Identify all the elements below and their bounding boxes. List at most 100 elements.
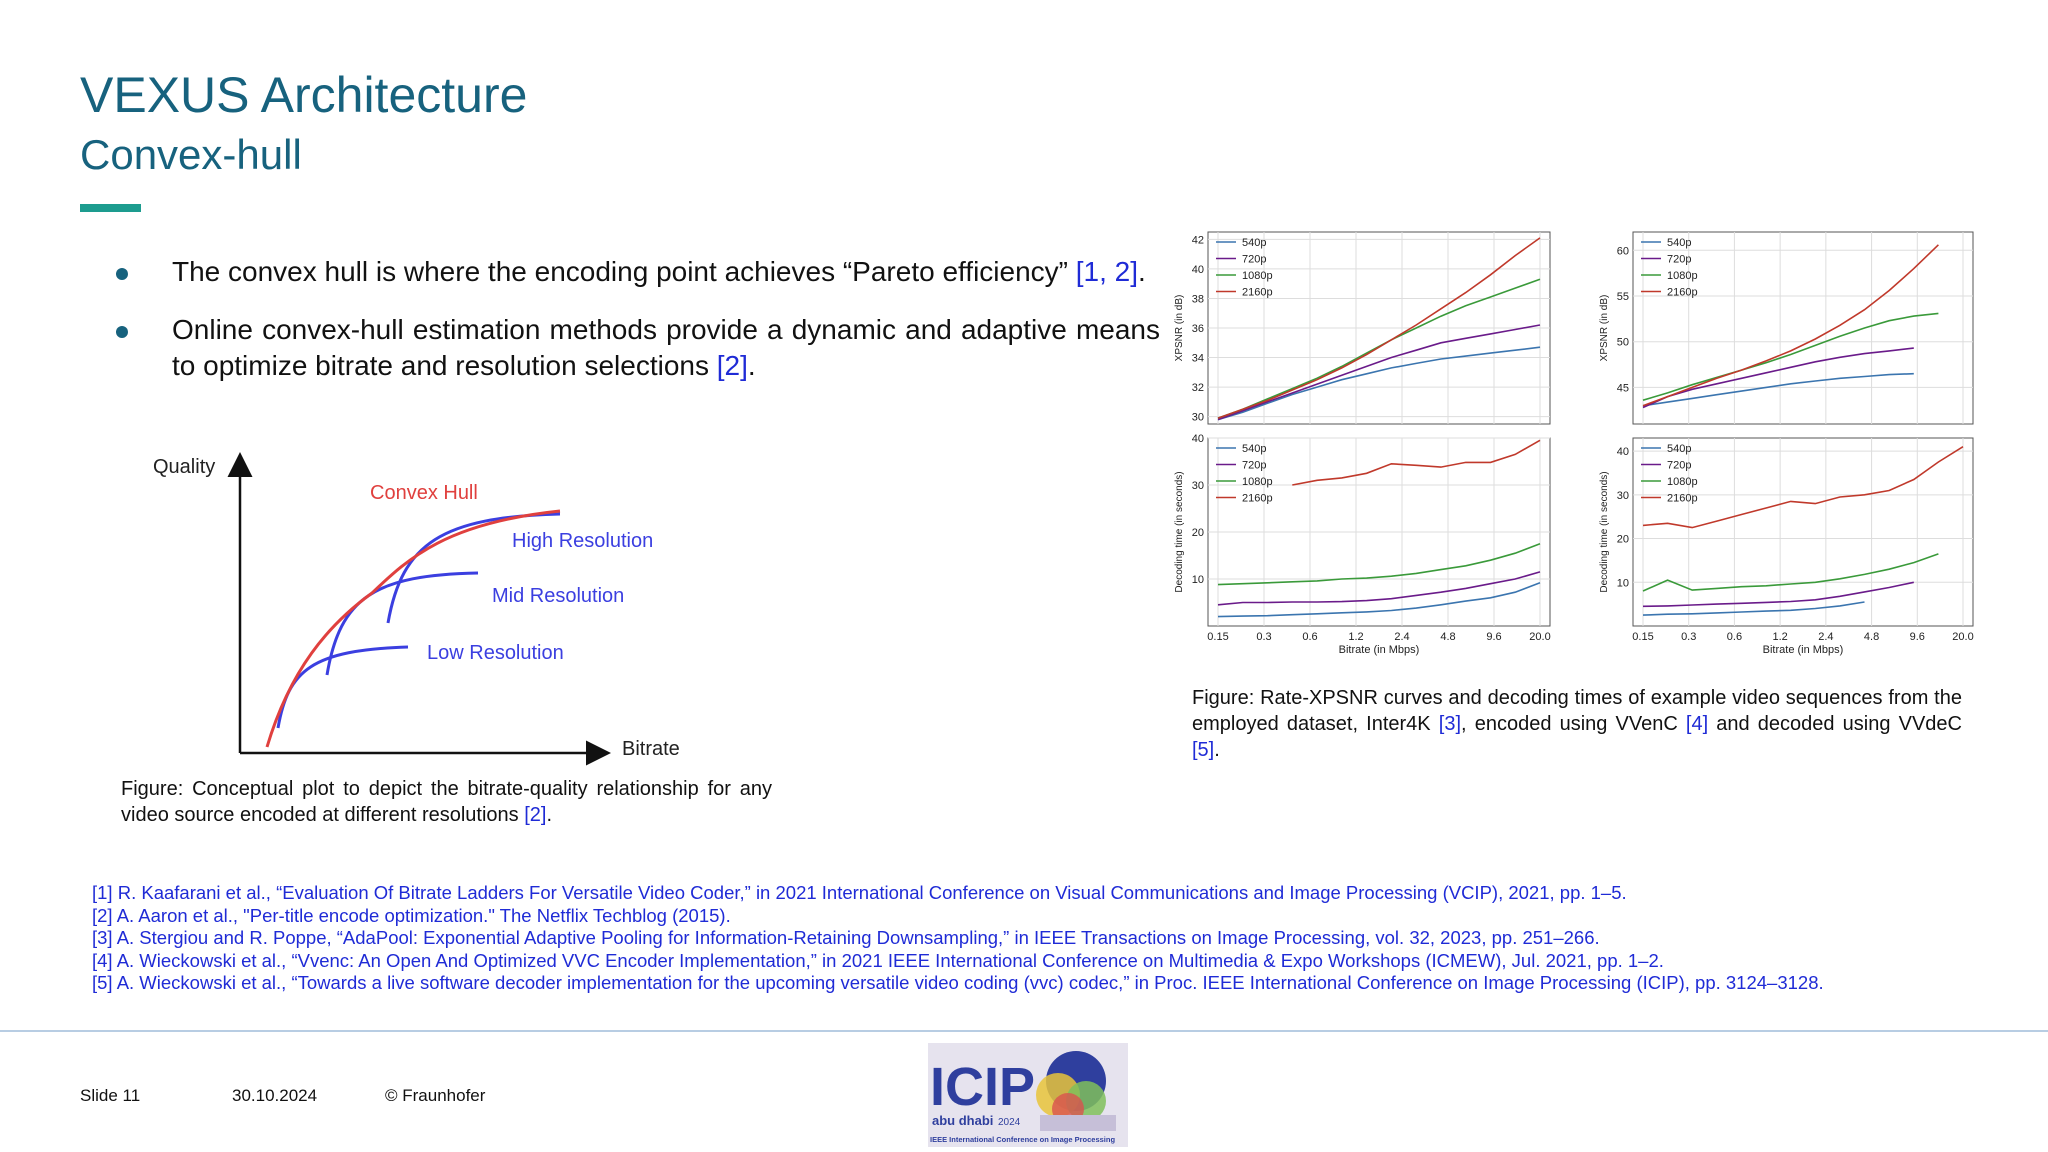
series-line-540p xyxy=(1217,346,1541,421)
x-tick-label: 4.8 xyxy=(1864,631,1879,643)
slide-number: Slide 11 xyxy=(80,1086,141,1105)
y-tick-label: 30 xyxy=(1192,480,1204,492)
y-tick-label: 50 xyxy=(1617,337,1629,349)
legend-label: 720p xyxy=(1242,460,1266,472)
y-tick-label: 55 xyxy=(1617,291,1629,303)
x-tick-label: 20.0 xyxy=(1529,631,1550,643)
series-line-720p xyxy=(1217,324,1541,421)
concept-figure: Quality Bitrate Convex Hull High Resolut… xyxy=(153,452,680,766)
x-tick-label: 0.6 xyxy=(1727,631,1742,643)
bullet-text: The convex hull is where the encoding po… xyxy=(172,256,1076,287)
legend-label: 1080p xyxy=(1242,476,1273,488)
convex-hull-curve xyxy=(265,509,561,748)
y-tick-label: 10 xyxy=(1617,577,1629,589)
bullet-icon xyxy=(116,268,128,280)
legend-label: 2160p xyxy=(1242,287,1273,299)
x-axis-label: Bitrate (in Mbps) xyxy=(1339,644,1420,656)
series-line-2160p xyxy=(1642,446,1964,529)
xpsnr-chart-right: 45 50 55 60 XPSNR (in dB) 540p 720p 1080p 2160p xyxy=(1599,231,1974,425)
decoding-time-chart-left: 10 20 30 40 0.15 0.3 0.6 1.2 2.4 4.8 9.6 20.0 Decodi… xyxy=(1174,433,1551,656)
low-resolution-label: Low Resolution xyxy=(427,642,564,664)
caption-text: Figure: Rate-XPSNR curves and decoding t… xyxy=(1192,687,1962,735)
citation-link[interactable]: [5] xyxy=(1192,739,1215,761)
y-tick-label: 40 xyxy=(1192,264,1204,276)
bullet-item: Online convex-hull estimation methods pr… xyxy=(110,312,1160,384)
y-tick-label: 20 xyxy=(1192,527,1204,539)
x-tick-label: 4.8 xyxy=(1440,631,1455,643)
citation-link[interactable]: [2] xyxy=(716,350,748,381)
logo-brand: ICIP xyxy=(930,1057,1035,1117)
y-axis-label: Decoding time (in seconds) xyxy=(1599,471,1610,592)
reference-item: [1] R. Kaafarani et al., “Evaluation Of … xyxy=(92,882,1627,903)
x-tick-label: 9.6 xyxy=(1910,631,1925,643)
x-tick-label: 0.15 xyxy=(1207,631,1228,643)
plot-frame xyxy=(1632,437,1974,627)
caption-text: Figure: Conceptual plot to depict the bi… xyxy=(121,778,772,826)
legend-label: 540p xyxy=(1667,237,1691,249)
mid-resolution-label: Mid Resolution xyxy=(492,585,624,607)
accent-bar xyxy=(80,204,141,212)
y-tick-label: 32 xyxy=(1192,382,1204,394)
x-tick-label: 1.2 xyxy=(1772,631,1787,643)
bullet-item: The convex hull is where the encoding po… xyxy=(110,254,1160,290)
caption-end: . xyxy=(1214,739,1220,761)
decoding-time-chart-right: 10 20 30 40 0.15 0.3 0.6 1.2 2.4 4.8 9.6 20.0 Decodi… xyxy=(1599,437,1974,656)
x-tick-label: 1.2 xyxy=(1348,631,1363,643)
legend-label: 1080p xyxy=(1242,270,1273,282)
series-line-540p xyxy=(1217,582,1541,618)
citation-link[interactable]: [1, 2] xyxy=(1075,256,1139,287)
y-tick-label: 30 xyxy=(1617,490,1629,502)
citation-link[interactable]: [2] xyxy=(524,804,547,826)
caption-text: , encoded using VVenC xyxy=(1461,713,1686,735)
y-tick-label: 40 xyxy=(1192,433,1204,445)
footer-divider xyxy=(0,1030,2048,1032)
citation-link[interactable]: [3] xyxy=(1438,713,1462,735)
y-tick-label: 36 xyxy=(1192,323,1204,335)
slide-subtitle: Convex-hull xyxy=(80,131,302,178)
bullet-text: Online convex-hull estimation methods pr… xyxy=(172,314,1160,381)
concept-x-label: Bitrate xyxy=(622,738,680,760)
series-line-540p xyxy=(1642,601,1865,616)
caption-text: and decoded using VVdeC xyxy=(1708,713,1962,735)
legend-label: 540p xyxy=(1242,443,1266,455)
citation-link[interactable]: [4] xyxy=(1685,713,1709,735)
y-tick-label: 45 xyxy=(1617,382,1629,394)
y-tick-label: 34 xyxy=(1192,353,1204,365)
legend-label: 1080p xyxy=(1667,476,1698,488)
y-tick-label: 60 xyxy=(1617,245,1629,257)
y-tick-label: 42 xyxy=(1192,234,1204,246)
xpsnr-chart-left: 30 32 34 36 38 40 42 XPSNR (in dB) 540p 720p 1080p… xyxy=(1174,231,1551,425)
y-tick-label: 38 xyxy=(1192,293,1204,305)
x-axis-label: Bitrate (in Mbps) xyxy=(1763,644,1844,656)
bullet-end: . xyxy=(747,350,756,381)
logo-tagline: IEEE International Conference on Image P… xyxy=(930,1135,1115,1144)
plot-frame xyxy=(1632,231,1974,425)
x-tick-label: 0.6 xyxy=(1302,631,1317,643)
icip-logo-graphic: ICIP abu dhabi 2024 IEEE International C… xyxy=(930,1051,1116,1144)
x-tick-label: 0.3 xyxy=(1256,631,1271,643)
x-tick-label: 9.6 xyxy=(1486,631,1501,643)
reference-item: [5] A. Wieckowski et al., “Towards a liv… xyxy=(92,972,1824,993)
bullet-end: . xyxy=(1138,256,1146,287)
x-tick-label: 2.4 xyxy=(1818,631,1833,643)
series-line-720p xyxy=(1642,581,1914,608)
legend-label: 720p xyxy=(1667,460,1691,472)
x-tick-label: 0.3 xyxy=(1681,631,1696,643)
legend-label: 540p xyxy=(1242,237,1266,249)
copyright: © Fraunhofer xyxy=(385,1086,486,1105)
series-line-720p xyxy=(1217,571,1541,606)
bullet-icon xyxy=(116,326,128,338)
logo-city: abu dhabi xyxy=(932,1113,993,1128)
series-line-720p xyxy=(1642,347,1914,409)
y-axis-label: XPSNR (in dB) xyxy=(1174,295,1185,362)
y-axis-label: XPSNR (in dB) xyxy=(1599,295,1610,362)
reference-item: [4] A. Wieckowski et al., “Vvenc: An Ope… xyxy=(92,949,1664,971)
legend-label: 2160p xyxy=(1667,287,1698,299)
concept-y-label: Quality xyxy=(153,456,215,478)
legend-label: 1080p xyxy=(1667,270,1698,282)
reference-list: [1] R. Kaafarani et al., “Evaluation Of … xyxy=(92,882,1992,995)
result-figure-caption: Figure: Rate-XPSNR curves and decoding t… xyxy=(1192,685,1962,763)
x-tick-label: 20.0 xyxy=(1952,631,1973,643)
reference-item: [3] A. Stergiou and R. Poppe, “AdaPool: … xyxy=(92,927,1600,948)
legend-label: 720p xyxy=(1242,254,1266,266)
